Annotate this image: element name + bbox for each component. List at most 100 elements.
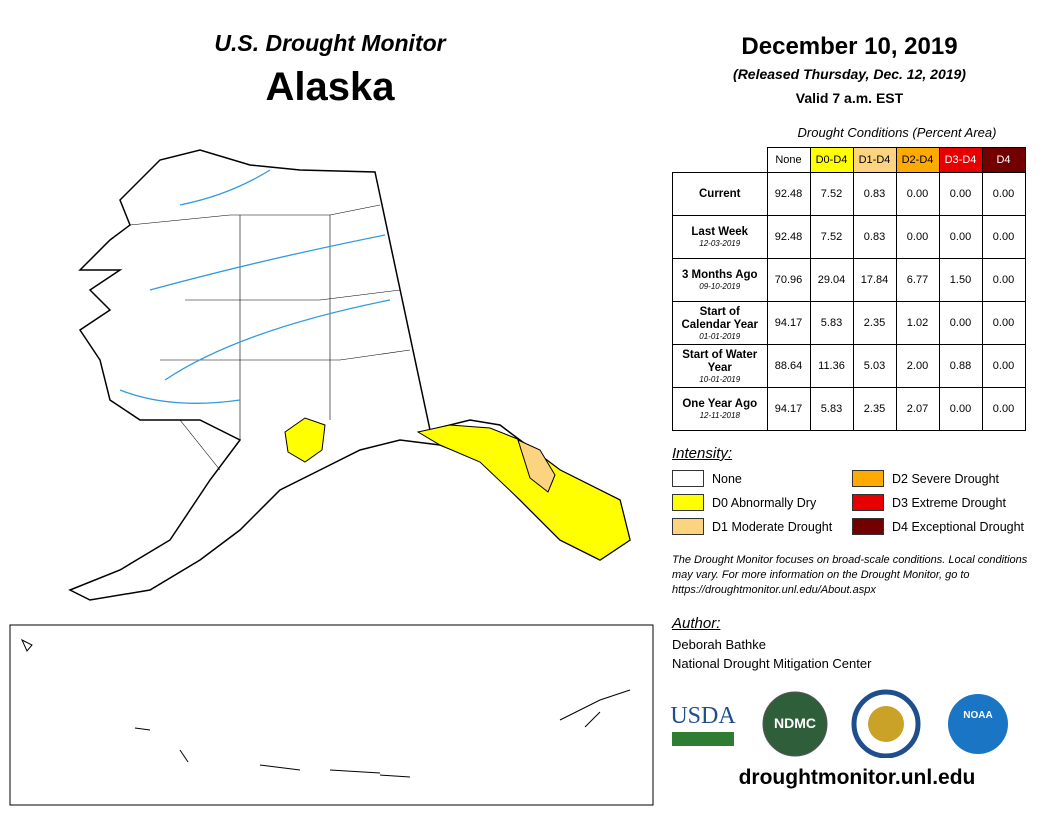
legend-label: D3 Extreme Drought — [892, 495, 1006, 510]
legend-item: D0 Abnormally Dry — [672, 494, 816, 511]
aleutian-islands — [20, 638, 631, 778]
row-label: Last Week — [691, 226, 749, 238]
cell-value: 5.03 — [852, 344, 897, 388]
legend-label: D2 Severe Drought — [892, 471, 1000, 486]
row-label: 3 Months Ago — [681, 269, 758, 281]
cell-value: 0.00 — [938, 301, 983, 345]
legend-swatch — [852, 470, 884, 487]
logos: USDA NDMC NOAA — [670, 689, 1008, 758]
author-org: National Drought Mitigation Center — [672, 656, 872, 671]
cell-value: 2.07 — [895, 387, 940, 431]
cell-value: 0.00 — [981, 387, 1026, 431]
legend-swatch — [672, 494, 704, 511]
d1-area-southeast — [517, 439, 556, 493]
legend-item: D1 Moderate Drought — [672, 518, 832, 535]
row-label-cell: One Year Ago 12-11-2018 — [672, 387, 768, 431]
cell-value: 0.00 — [938, 387, 983, 431]
column-header: D3-D4 — [938, 147, 983, 173]
table-row: Start of Water Year 10-01-2019 88.64 11.36 5… — [672, 344, 1026, 388]
row-date: 12-03-2019 — [699, 239, 741, 248]
row-label-cell: Start of Calendar Year 01-01-2019 — [672, 301, 768, 345]
date-title: December 10, 2019 — [741, 33, 958, 60]
alaska-mainland — [68, 149, 631, 601]
column-header: None — [766, 147, 811, 173]
row-label-cell: Start of Water Year 10-01-2019 — [672, 344, 768, 388]
cell-value: 1.02 — [895, 301, 940, 345]
column-header: D0-D4 — [809, 147, 854, 173]
cell-value: 29.04 — [809, 258, 854, 302]
legend-label: D0 Abnormally Dry — [712, 495, 817, 510]
cell-value: 0.88 — [938, 344, 983, 388]
cell-value: 2.35 — [852, 387, 897, 431]
noaa-logo: NOAA — [963, 710, 992, 721]
d0-area-southcentral — [284, 417, 326, 463]
legend-item: D3 Extreme Drought — [852, 494, 1006, 511]
cell-value: 7.52 — [809, 215, 854, 259]
row-date: 09-10-2019 — [699, 282, 741, 291]
cell-value: 2.00 — [895, 344, 940, 388]
legend-swatch — [852, 494, 884, 511]
row-label-cell: Current — [672, 172, 768, 216]
note: The Drought Monitor focuses on broad-sca… — [672, 554, 1028, 596]
cell-value: 7.52 — [809, 172, 854, 216]
cell-value: 6.77 — [895, 258, 940, 302]
legend-swatch — [672, 518, 704, 535]
url: droughtmonitor.unl.edu — [738, 766, 976, 789]
cell-value: 0.00 — [981, 172, 1026, 216]
cell-value: 0.00 — [895, 215, 940, 259]
cell-value: 88.64 — [766, 344, 811, 388]
legend-item: D4 Exceptional Drought — [852, 518, 1024, 535]
usda-field — [672, 732, 734, 746]
cell-value: 5.83 — [809, 387, 854, 431]
legend-label: D4 Exceptional Drought — [892, 519, 1025, 534]
column-header: D4 — [981, 147, 1026, 173]
cell-value: 0.83 — [852, 172, 897, 216]
row-label: Current — [698, 187, 741, 200]
table-row: Start of Calendar Year 01-01-2019 94.17 5.8… — [672, 301, 1026, 345]
row-label: Start of Calendar Year — [681, 305, 758, 331]
cell-value: 0.00 — [981, 301, 1026, 345]
legend-title: Intensity: — [672, 445, 733, 462]
cell-value: 17.84 — [852, 258, 897, 302]
table-caption: Drought Conditions (Percent Area) — [797, 125, 997, 140]
inset-frame — [9, 624, 654, 806]
legend-label: D1 Moderate Drought — [712, 519, 833, 534]
cell-value: 92.48 — [766, 215, 811, 259]
row-label-cell: 3 Months Ago 09-10-2019 — [672, 258, 768, 302]
noaa-circle — [948, 694, 1008, 754]
row-date: 10-01-2019 — [699, 374, 741, 384]
table-row: One Year Ago 12-11-2018 94.17 5.83 2.35 2.07 0… — [672, 387, 1026, 431]
table-row: Current 92.48 7.52 0.83 0.00 0.00 0.00 — [672, 172, 1026, 216]
legend-item: None — [672, 470, 742, 487]
cell-value: 0.00 — [938, 215, 983, 259]
released: (Released Thursday, Dec. 12, 2019) — [733, 66, 966, 82]
doc-seal-center — [868, 706, 904, 742]
blank-cell — [673, 148, 768, 173]
header-row: None D0-D4 D1-D4 D2-D4 D3-D4 D4 — [673, 147, 1026, 173]
cell-value: 94.17 — [766, 301, 811, 345]
author-title: Author: — [672, 615, 721, 632]
cell-value: 0.00 — [895, 172, 940, 216]
table-row: 3 Months Ago 09-10-2019 70.96 29.04 17.84 6.7… — [672, 258, 1026, 302]
column-header: D2-D4 — [895, 147, 940, 173]
row-label-cell: Last Week 12-03-2019 — [672, 215, 768, 259]
row-label: One Year Ago — [682, 398, 758, 410]
conditions-table: None D0-D4 D1-D4 D2-D4 D3-D4 D4 Current 92.48 7.… — [672, 147, 1026, 431]
cell-value: 92.48 — [766, 172, 811, 216]
row-label: Start of Water Year — [682, 348, 758, 374]
usda-logo: USDA — [670, 703, 736, 729]
cell-value: 2.35 — [852, 301, 897, 345]
cell-value: 5.83 — [809, 301, 854, 345]
ndmc-circle — [762, 691, 828, 757]
cell-value: 0.00 — [938, 172, 983, 216]
d0-area-southeast — [416, 424, 631, 561]
cell-value: 70.96 — [766, 258, 811, 302]
cell-value: 11.36 — [809, 344, 854, 388]
cell-value: 0.00 — [981, 344, 1026, 388]
rivers — [119, 169, 391, 404]
row-date: 12-11-2018 — [699, 411, 740, 420]
region: Alaska — [265, 65, 395, 109]
cell-value: 0.83 — [852, 215, 897, 259]
legend-label: None — [712, 471, 742, 486]
